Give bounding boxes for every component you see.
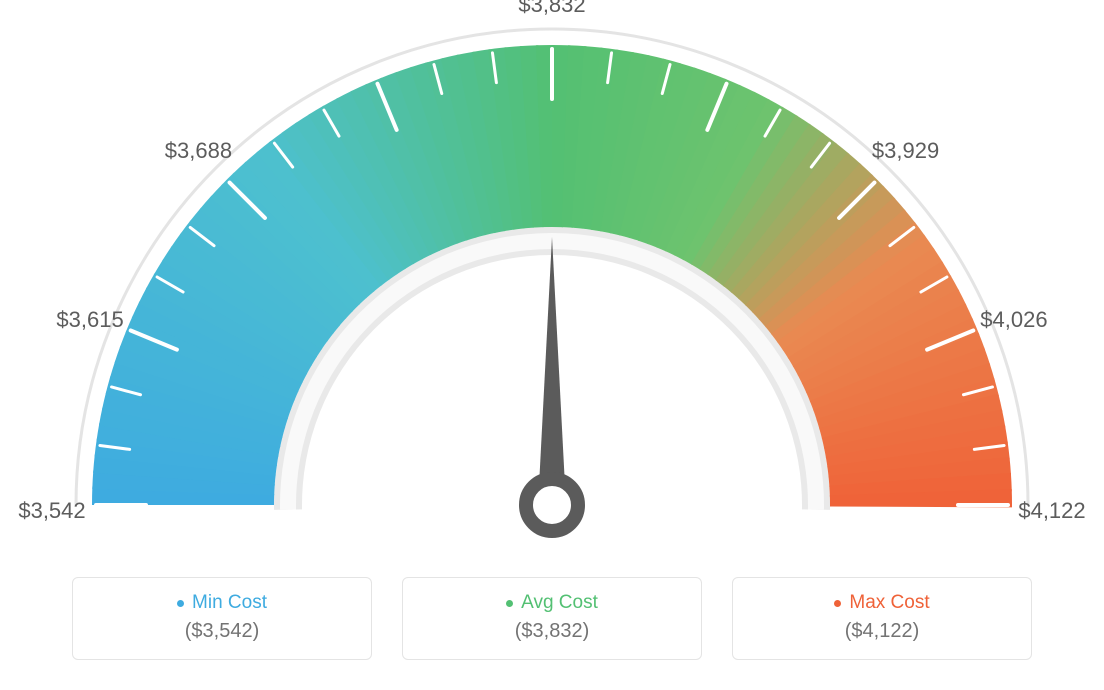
gauge-chart: $3,542 $3,615 $3,688 $3,832 $3,929 $4,026 $4,1… xyxy=(0,0,1104,560)
legend-max: Max Cost ($4,122) xyxy=(732,577,1032,660)
legend-avg-title-row: Avg Cost xyxy=(506,592,598,614)
gauge-tick-label: $4,026 xyxy=(980,307,1047,333)
legend-row: Min Cost ($3,542) Avg Cost ($3,832) Max … xyxy=(0,577,1104,660)
gauge-tick-label: $3,542 xyxy=(18,498,85,524)
legend-max-title: Max Cost xyxy=(849,592,929,614)
legend-avg-dot xyxy=(506,600,513,607)
legend-avg-title: Avg Cost xyxy=(521,592,598,614)
legend-min: Min Cost ($3,542) xyxy=(72,577,372,660)
legend-min-value: ($3,542) xyxy=(93,620,351,643)
legend-min-title-row: Min Cost xyxy=(177,592,267,614)
legend-avg: Avg Cost ($3,832) xyxy=(402,577,702,660)
gauge-tick-label: $3,832 xyxy=(518,0,585,18)
gauge-tick-label: $3,615 xyxy=(56,307,123,333)
gauge-tick-label: $3,688 xyxy=(165,138,232,164)
legend-max-title-row: Max Cost xyxy=(834,592,929,614)
legend-max-dot xyxy=(834,600,841,607)
gauge-svg xyxy=(0,0,1104,560)
legend-max-value: ($4,122) xyxy=(753,620,1011,643)
legend-min-title: Min Cost xyxy=(192,592,267,614)
gauge-tick-label: $4,122 xyxy=(1018,498,1085,524)
legend-avg-value: ($3,832) xyxy=(423,620,681,643)
legend-min-dot xyxy=(177,600,184,607)
gauge-tick-label: $3,929 xyxy=(872,138,939,164)
